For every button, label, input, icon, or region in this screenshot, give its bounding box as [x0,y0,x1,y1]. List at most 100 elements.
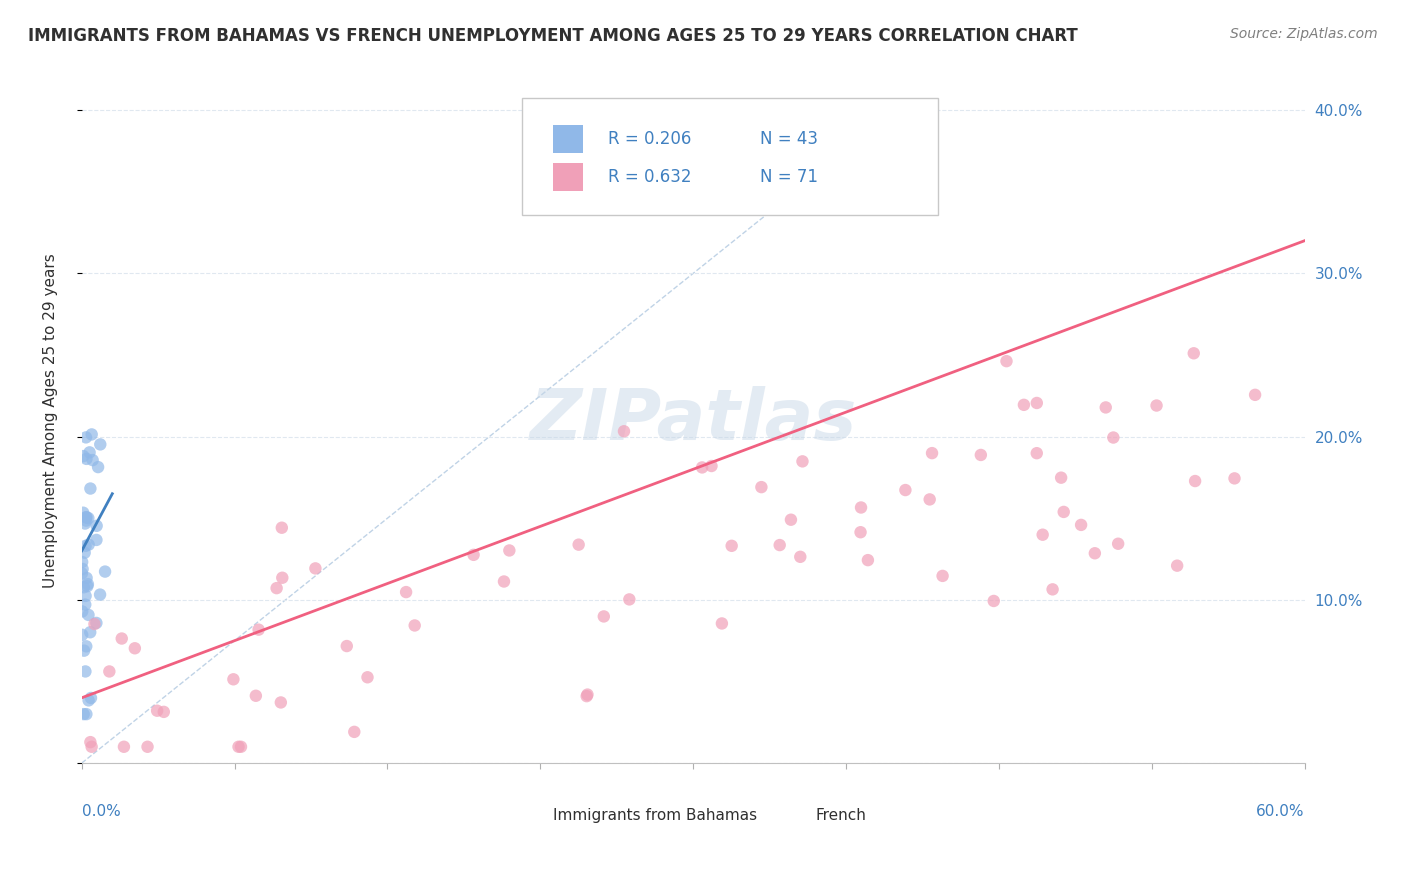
Point [77,577,100,591]
Point [70,566,93,581]
Point [1094,401,1116,415]
Point [568,538,591,552]
Point [124,641,146,656]
Point [1025,446,1047,460]
Point [710,616,733,631]
Point [80,739,103,754]
Point [343,724,366,739]
Text: N = 43: N = 43 [761,130,818,148]
Point [266,581,288,595]
Text: French: French [815,808,866,823]
Point [245,689,267,703]
Point [75,539,97,553]
Point [270,696,292,710]
Text: R = 0.632: R = 0.632 [607,168,692,186]
Point [75,451,97,466]
Point [75,589,97,603]
Point [575,689,598,703]
Point [94,565,117,579]
Point [1012,398,1035,412]
Point [82,453,104,467]
Point [613,424,636,438]
Point [751,480,773,494]
Point [769,538,792,552]
Point [789,549,811,564]
Point [87,460,110,475]
Point [136,739,159,754]
Y-axis label: Unemployment Among Ages 25 to 29 years: Unemployment Among Ages 25 to 29 years [44,253,58,588]
Point [73,643,96,657]
Point [271,571,294,585]
Point [1166,558,1188,573]
Point [75,510,97,524]
Point [72,449,94,463]
Point [690,460,713,475]
Point [1102,431,1125,445]
Point [1070,517,1092,532]
Point [1053,505,1076,519]
Point [576,688,599,702]
Point [228,739,250,754]
Point [356,670,378,684]
Point [1184,474,1206,488]
Point [619,592,641,607]
Point [229,739,252,754]
FancyBboxPatch shape [779,805,810,829]
Point [1025,396,1047,410]
Point [931,569,953,583]
Point [89,588,111,602]
Point [304,561,326,575]
Point [75,598,97,612]
Point [995,354,1018,368]
FancyBboxPatch shape [522,98,938,215]
Point [76,510,98,524]
FancyBboxPatch shape [553,126,583,153]
Point [112,739,135,754]
FancyBboxPatch shape [553,163,583,191]
Point [404,618,426,632]
Point [79,625,101,640]
Point [86,518,108,533]
Point [1042,582,1064,597]
Point [75,665,97,679]
Point [77,538,100,552]
Point [86,533,108,547]
Point [983,594,1005,608]
Point [856,553,879,567]
Text: N = 71: N = 71 [761,168,818,186]
Point [146,704,169,718]
Point [98,665,121,679]
Point [1107,537,1129,551]
Point [463,548,485,562]
Point [83,617,105,632]
Point [849,500,872,515]
Point [79,445,101,459]
Point [1182,346,1205,360]
Point [72,707,94,722]
Point [77,607,100,622]
Point [336,639,359,653]
Text: R = 0.206: R = 0.206 [607,130,690,148]
Point [1223,471,1246,485]
Point [700,458,723,473]
Point [792,454,814,468]
Point [70,628,93,642]
Point [77,693,100,707]
Text: 0.0%: 0.0% [82,805,121,819]
Text: IMMIGRANTS FROM BAHAMAS VS FRENCH UNEMPLOYMENT AMONG AGES 25 TO 29 YEARS CORRELA: IMMIGRANTS FROM BAHAMAS VS FRENCH UNEMPL… [28,27,1078,45]
Point [77,511,100,525]
Point [75,514,97,528]
Point [152,705,174,719]
Point [1032,527,1054,541]
Point [79,482,101,496]
Text: Immigrants from Bahamas: Immigrants from Bahamas [553,808,756,823]
Point [75,430,97,444]
Point [73,546,96,560]
FancyBboxPatch shape [510,805,540,829]
Point [498,543,520,558]
Point [89,437,111,451]
Point [80,690,103,705]
Point [1146,399,1168,413]
Point [75,640,97,654]
Point [247,623,270,637]
